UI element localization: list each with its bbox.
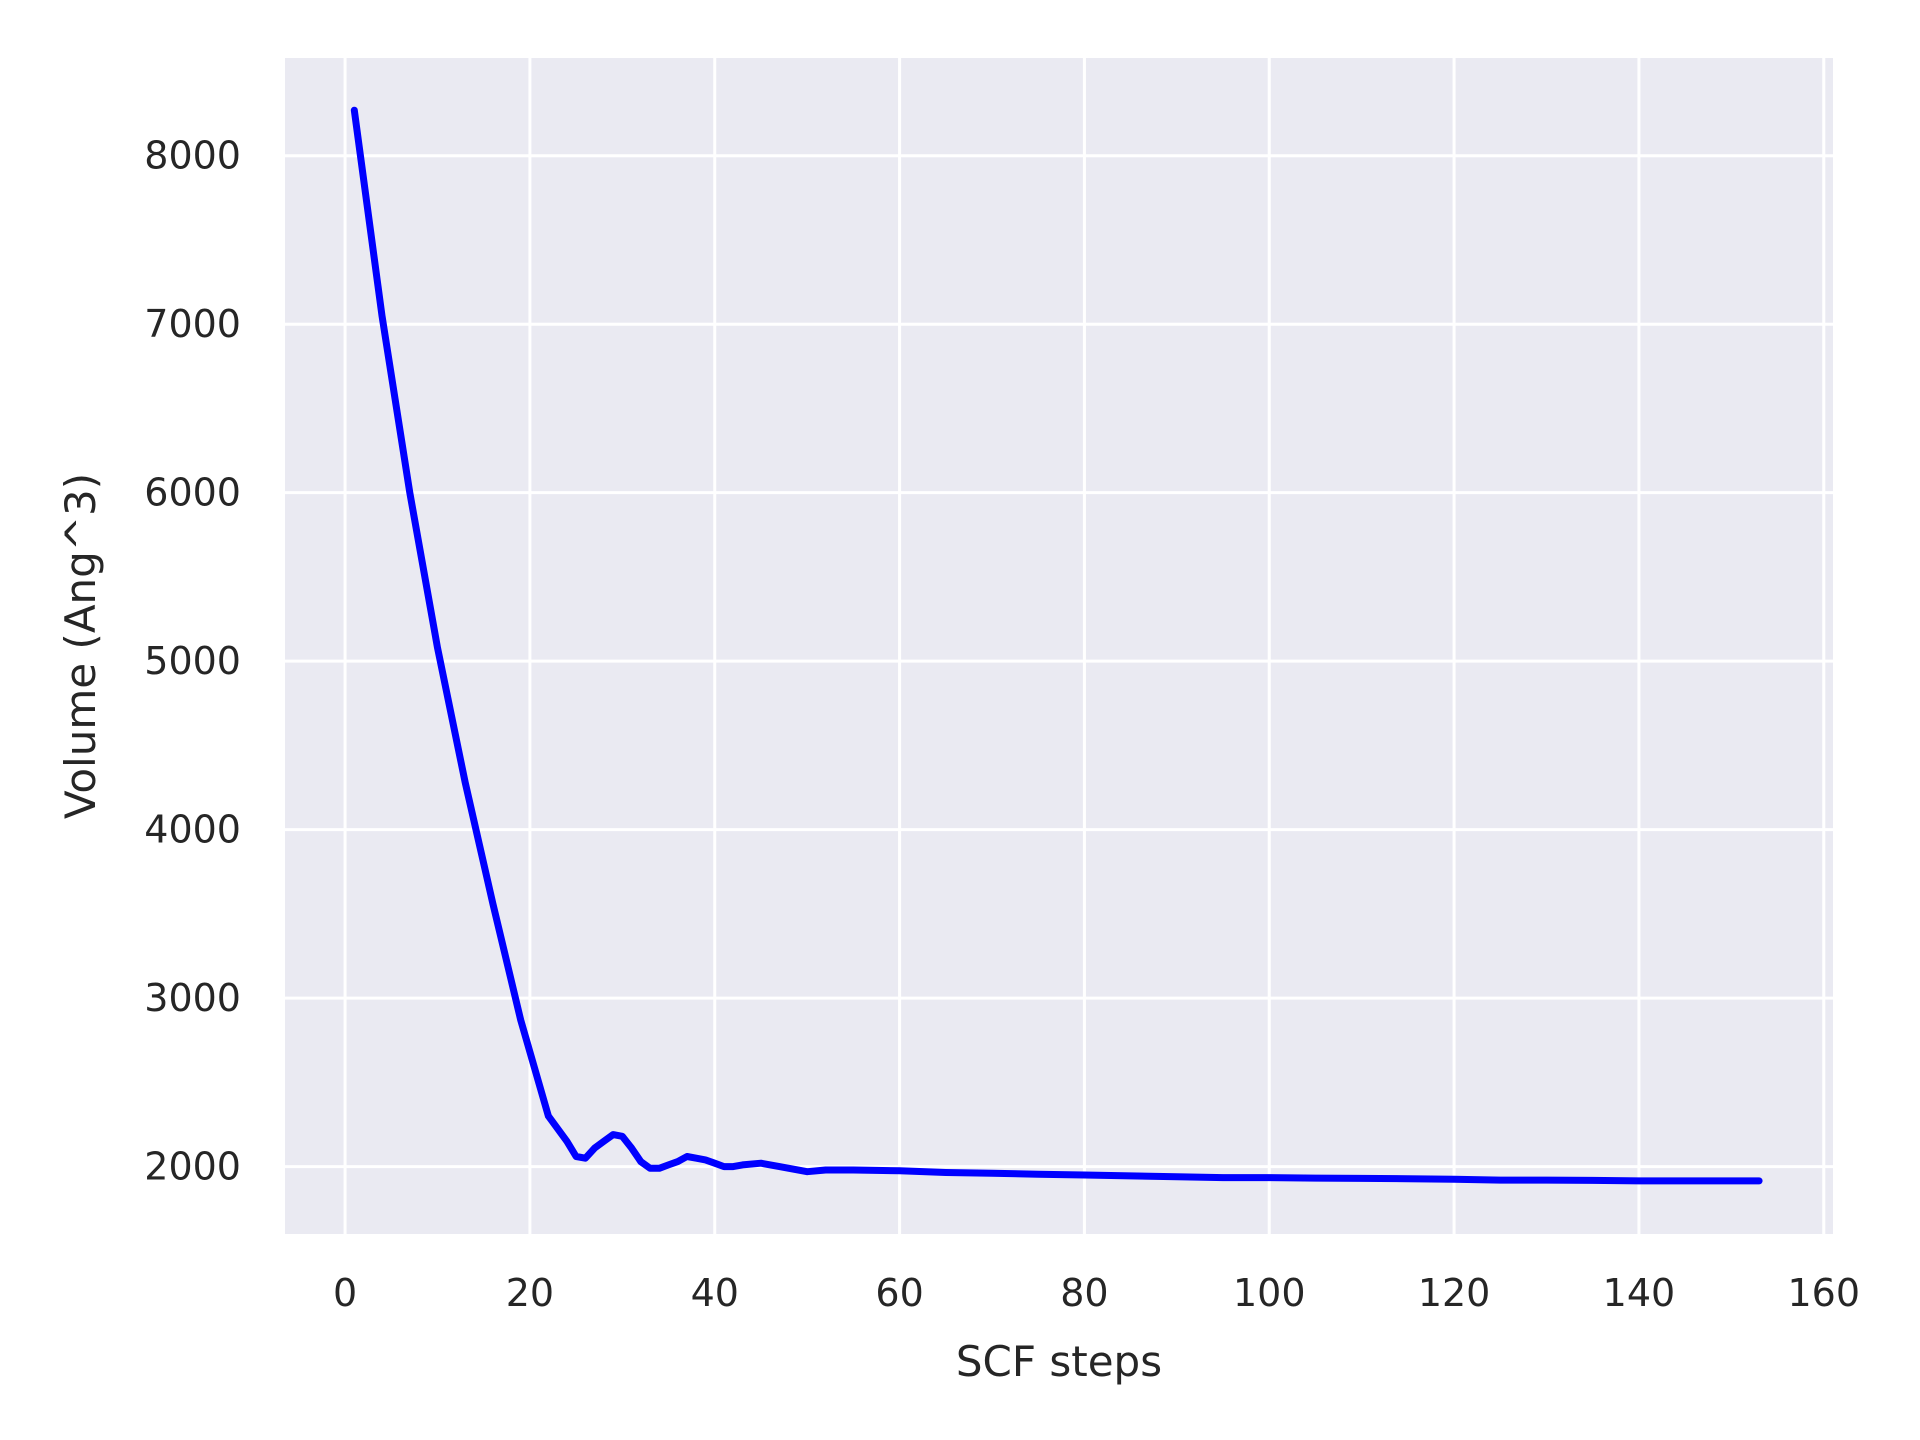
x-tick-label: 60 xyxy=(875,1271,923,1315)
y-axis-label: Volume (Ang^3) xyxy=(56,473,105,819)
y-tick-label: 3000 xyxy=(144,976,241,1020)
y-tick-labels: 2000 3000 4000 5000 6000 7000 8000 xyxy=(144,134,241,1189)
x-tick-label: 0 xyxy=(333,1271,357,1315)
y-tick-label: 6000 xyxy=(144,471,241,515)
x-tick-label: 140 xyxy=(1603,1271,1676,1315)
x-tick-labels: 0 20 40 60 80 100 120 140 160 xyxy=(333,1271,1860,1315)
y-tick-label: 2000 xyxy=(144,1145,241,1189)
y-tick-label: 5000 xyxy=(144,639,241,683)
x-tick-label: 80 xyxy=(1060,1271,1108,1315)
y-tick-label: 7000 xyxy=(144,302,241,346)
y-gridlines xyxy=(285,154,1833,1169)
x-tick-label: 160 xyxy=(1787,1271,1860,1315)
x-tick-label: 20 xyxy=(506,1271,554,1315)
x-tick-label: 120 xyxy=(1418,1271,1491,1315)
series-group xyxy=(350,106,1763,1185)
x-tick-label: 100 xyxy=(1233,1271,1306,1315)
y-tick-label: 8000 xyxy=(144,134,241,178)
x-gridlines xyxy=(343,58,1826,1234)
plot-area xyxy=(285,58,1833,1234)
x-axis-label: SCF steps xyxy=(956,1337,1162,1386)
x-tick-label: 40 xyxy=(691,1271,739,1315)
y-tick-label: 4000 xyxy=(144,808,241,852)
series-line-0 xyxy=(350,106,1763,1185)
